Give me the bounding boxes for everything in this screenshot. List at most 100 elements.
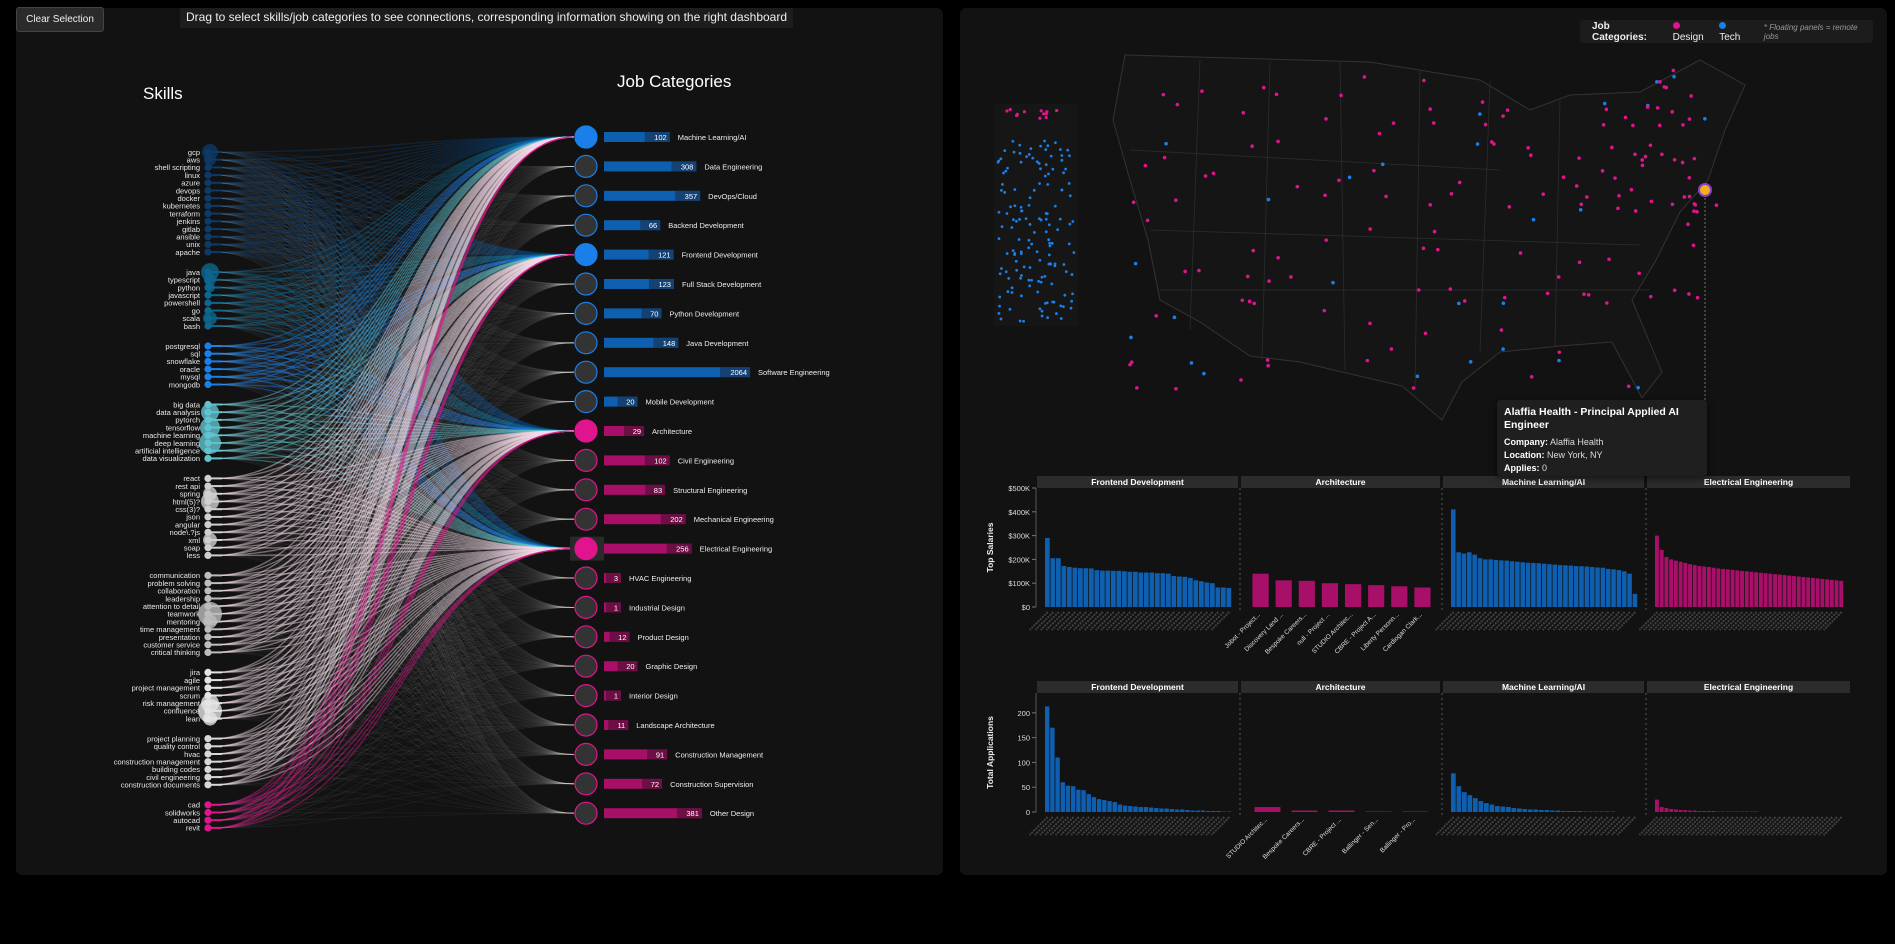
bar[interactable] xyxy=(1572,811,1577,812)
job-category-label[interactable]: Electrical Engineering xyxy=(700,545,773,554)
skill-label[interactable]: snowflake xyxy=(167,357,200,366)
bar[interactable] xyxy=(1190,810,1195,812)
skill-label[interactable]: project management xyxy=(132,684,201,693)
skill-label[interactable]: apache xyxy=(175,248,200,257)
job-map-point[interactable] xyxy=(1689,94,1693,98)
bar[interactable] xyxy=(1688,564,1692,607)
skill-label[interactable]: jenkins xyxy=(176,217,201,226)
bar[interactable] xyxy=(1632,593,1638,607)
bar[interactable] xyxy=(1611,569,1616,607)
skill-label[interactable]: azure xyxy=(181,179,200,188)
bar[interactable] xyxy=(1782,575,1787,607)
skill-node[interactable] xyxy=(204,365,212,373)
job-map-point[interactable] xyxy=(1478,112,1482,116)
remote-job-point[interactable] xyxy=(1002,171,1005,175)
job-map-point[interactable] xyxy=(1365,358,1370,363)
job-map-point[interactable] xyxy=(1145,218,1150,223)
remote-job-point[interactable] xyxy=(1055,108,1059,113)
job-map-point[interactable] xyxy=(1172,315,1177,320)
job-map-point[interactable] xyxy=(1505,108,1510,112)
bar[interactable] xyxy=(1678,561,1683,607)
job-map-point[interactable] xyxy=(1252,301,1257,306)
bar[interactable] xyxy=(1456,786,1462,812)
remote-job-point[interactable] xyxy=(1051,167,1055,171)
skill-node[interactable] xyxy=(204,808,212,817)
bar[interactable] xyxy=(1706,567,1711,607)
remote-job-point[interactable] xyxy=(1010,291,1014,294)
skill-node[interactable] xyxy=(204,824,212,832)
bar[interactable] xyxy=(1544,810,1550,812)
skill-node[interactable] xyxy=(204,210,212,218)
remote-job-point[interactable] xyxy=(1069,306,1073,310)
remote-job-point[interactable] xyxy=(1010,286,1014,290)
bar[interactable] xyxy=(1688,810,1692,812)
remote-job-point[interactable] xyxy=(1043,139,1046,143)
bar[interactable] xyxy=(1522,809,1528,812)
job-map-point[interactable] xyxy=(1695,295,1700,300)
skill-label[interactable]: node\.?js xyxy=(170,528,201,537)
job-map-point[interactable] xyxy=(1626,384,1631,389)
job-map-point[interactable] xyxy=(1631,123,1635,128)
bar[interactable] xyxy=(1725,569,1730,607)
job-map-point[interactable] xyxy=(1265,358,1270,362)
skill-label[interactable]: gcp xyxy=(188,148,200,157)
remote-job-point[interactable] xyxy=(1039,109,1043,113)
bar[interactable] xyxy=(1328,810,1355,812)
job-map-point[interactable] xyxy=(1368,227,1372,231)
remote-job-point[interactable] xyxy=(1062,305,1065,308)
job-map-point[interactable] xyxy=(1586,292,1591,297)
remote-job-point[interactable] xyxy=(1038,307,1042,311)
bar[interactable] xyxy=(1500,806,1506,812)
job-category-label[interactable]: Graphic Design xyxy=(646,662,698,671)
bar[interactable] xyxy=(1820,578,1825,607)
bar[interactable] xyxy=(1188,577,1193,607)
remote-job-point[interactable] xyxy=(1003,190,1007,194)
job-category-label[interactable]: Construction Supervision xyxy=(670,780,753,789)
bar[interactable] xyxy=(1107,801,1112,812)
job-map-point[interactable] xyxy=(1541,192,1546,196)
bar[interactable] xyxy=(1787,575,1792,607)
skill-label[interactable]: leadership xyxy=(165,594,200,603)
bar[interactable] xyxy=(1573,566,1579,607)
bar[interactable] xyxy=(1061,566,1067,607)
bar[interactable] xyxy=(1461,553,1467,607)
remote-job-point[interactable] xyxy=(1019,205,1023,209)
bar[interactable] xyxy=(1159,808,1164,812)
skill-label[interactable]: cad xyxy=(188,801,200,810)
bar[interactable] xyxy=(1711,811,1716,812)
skill-label[interactable]: kubernetes xyxy=(163,202,200,211)
skill-node[interactable] xyxy=(204,454,212,462)
remote-job-point[interactable] xyxy=(1035,250,1039,254)
bar[interactable] xyxy=(1451,773,1456,812)
remote-job-point[interactable] xyxy=(1028,223,1032,226)
remote-job-point[interactable] xyxy=(1045,110,1049,114)
remote-job-point[interactable] xyxy=(1008,107,1012,112)
job-map-point[interactable] xyxy=(1133,261,1138,266)
job-map-point[interactable] xyxy=(1545,291,1550,296)
job-map-point[interactable] xyxy=(1154,314,1159,318)
remote-job-point[interactable] xyxy=(1029,147,1033,151)
skill-label[interactable]: confluence xyxy=(164,707,200,716)
job-map-point[interactable] xyxy=(1687,194,1692,199)
bar[interactable] xyxy=(1810,577,1815,607)
job-map-point[interactable] xyxy=(1428,107,1432,111)
remote-job-point[interactable] xyxy=(1007,276,1011,280)
skill-label[interactable]: jira xyxy=(189,668,201,677)
skill-node[interactable] xyxy=(204,633,212,641)
remote-job-point[interactable] xyxy=(1018,319,1022,323)
skill-node[interactable] xyxy=(204,240,212,248)
job-map-point[interactable] xyxy=(1380,162,1385,167)
skill-label[interactable]: problem solving xyxy=(147,579,200,588)
bar[interactable] xyxy=(1568,565,1574,607)
job-map-point[interactable] xyxy=(1276,255,1280,260)
bar[interactable] xyxy=(1321,583,1339,607)
remote-job-point[interactable] xyxy=(1018,218,1021,221)
bar[interactable] xyxy=(1839,580,1844,607)
job-map-point[interactable] xyxy=(1131,200,1136,205)
bar[interactable] xyxy=(1711,567,1716,607)
skill-node[interactable] xyxy=(204,521,212,529)
skill-node[interactable] xyxy=(204,380,212,389)
remote-job-point[interactable] xyxy=(1004,169,1008,173)
remote-job-point[interactable] xyxy=(1019,294,1023,298)
